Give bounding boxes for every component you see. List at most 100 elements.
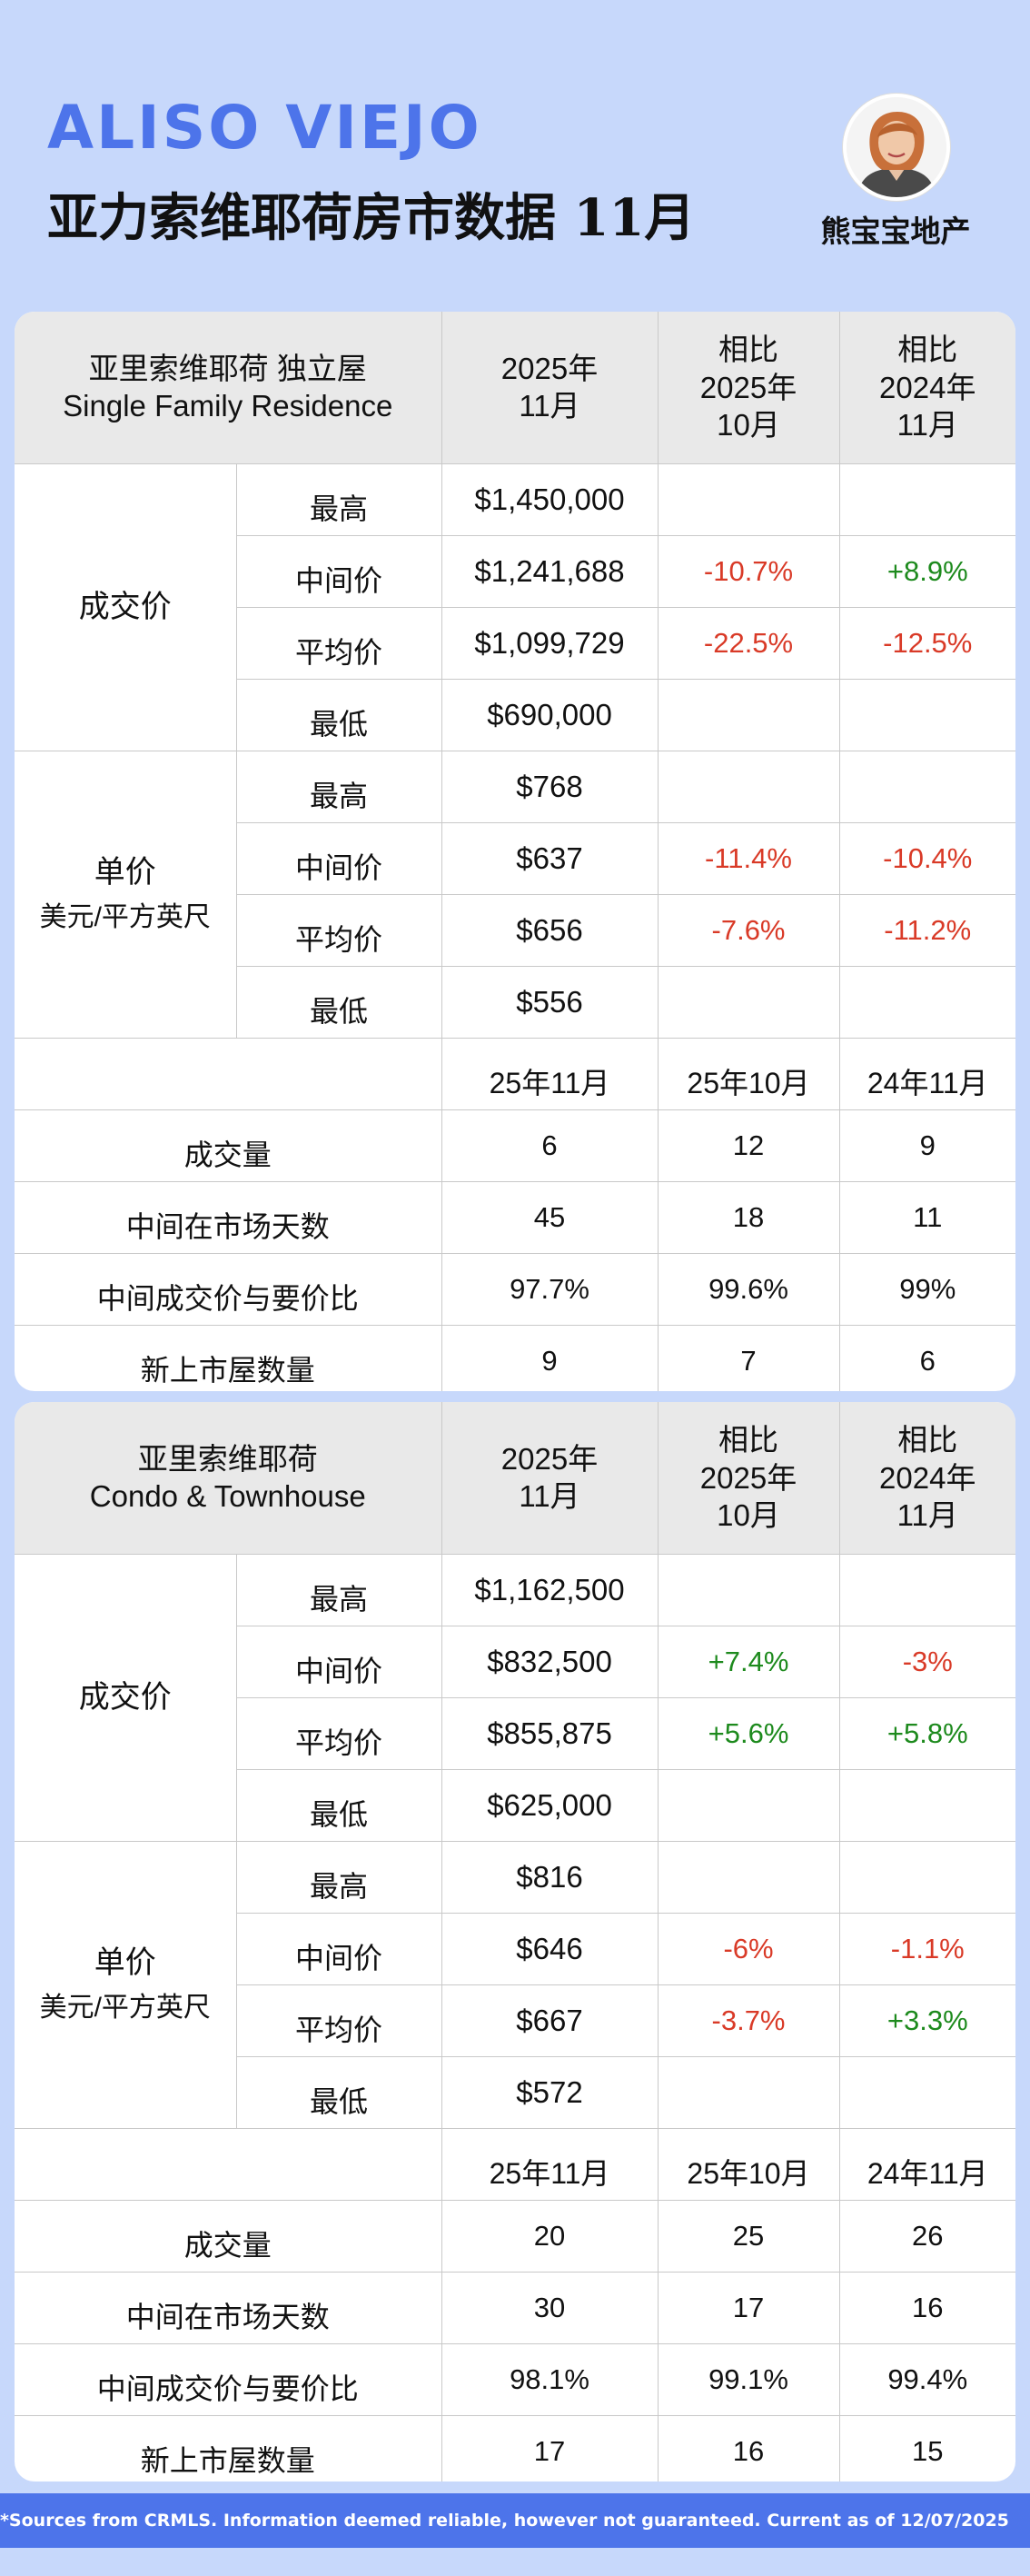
row-label: 中间价 <box>236 822 442 895</box>
value-cell: 99.6% <box>658 1253 840 1326</box>
header-line: 2025年 <box>699 370 797 404</box>
condo-table: 亚里索维耶荷 Condo & Townhouse 2025年 11月 相比 20… <box>15 1402 1015 2482</box>
column-header-mom: 相比 2025年 10月 <box>658 312 840 464</box>
column-header-current: 2025年 11月 <box>441 312 659 464</box>
table-row: 新上市屋数量 17 16 15 <box>15 2415 1015 2482</box>
period-text: 24年11月 <box>867 1066 988 1099</box>
table-row: 成交价 最高 $1,162,500 <box>15 1554 1015 1842</box>
yoy-cell: +5.8% <box>839 1697 1015 1770</box>
mom-cell: -11.4% <box>658 822 840 895</box>
header-line: 10月 <box>717 1497 780 1532</box>
title-line-1: 亚里索维耶荷 <box>137 1442 318 1476</box>
header-line: 相比 <box>718 333 779 367</box>
header-line: 2025年 <box>500 352 599 385</box>
mom-cell: +7.4% <box>658 1626 840 1698</box>
row-label-text: 平均价 <box>295 635 383 669</box>
mom-cell <box>658 2056 840 2129</box>
header-line: 11月 <box>519 389 580 423</box>
yoy-cell <box>839 751 1015 823</box>
period-text: 25年10月 <box>687 1066 810 1099</box>
row-label-text: 最低 <box>310 707 369 741</box>
sale-price-category: 成交价 <box>15 1554 237 1842</box>
yoy-cell <box>839 1769 1015 1842</box>
row-label-text: 平均价 <box>295 2013 383 2046</box>
table-row: 中间价 $1,241,688 -10.7% +8.9% <box>15 535 1015 608</box>
unit-price-unit: 美元/平方英尺 <box>39 902 211 933</box>
stat-label-text: 新上市屋数量 <box>140 2443 315 2477</box>
mom-cell: +5.6% <box>658 1697 840 1770</box>
source-disclaimer: *Sources from CRMLS. Information deemed … <box>0 2493 1030 2548</box>
sfr-table-title: 亚里索维耶荷 独立屋 Single Family Residence <box>15 312 442 464</box>
sfr-table: 亚里索维耶荷 独立屋 Single Family Residence 2025年… <box>15 312 1015 1391</box>
value-cell: 25 <box>658 2200 840 2273</box>
row-label: 最高 <box>236 751 442 823</box>
column-header-yoy: 相比 2024年 11月 <box>839 1402 1015 1555</box>
stat-label-text: 中间在市场天数 <box>125 2300 330 2333</box>
value-cell: 9 <box>441 1325 659 1391</box>
value-cell: $667 <box>441 1984 659 2057</box>
period-header-row: 25年11月 25年10月 24年11月 <box>15 1038 1015 1110</box>
header-line: 10月 <box>717 407 780 442</box>
value-cell: $556 <box>441 966 659 1039</box>
header-line: 11月 <box>896 1497 958 1532</box>
value-cell: 17 <box>658 2272 840 2344</box>
stat-label-text: 中间成交价与要价比 <box>96 1281 359 1315</box>
sale-price-category: 成交价 <box>15 463 237 751</box>
header-line: 2025年 <box>500 1442 599 1476</box>
mom-cell: -10.7% <box>658 535 840 608</box>
unit-price-category: 单价 美元/平方英尺 <box>15 751 237 1039</box>
value-cell: 99.1% <box>658 2343 840 2416</box>
city-title: ALISO VIEJO <box>47 93 482 163</box>
yoy-cell: -12.5% <box>839 607 1015 680</box>
stat-label: 成交量 <box>15 2200 442 2273</box>
period-header: 25年10月 <box>658 2128 840 2201</box>
value-cell: $832,500 <box>441 1626 659 1698</box>
period-header-row: 25年11月 25年10月 24年11月 <box>15 2128 1015 2201</box>
period-header: 25年11月 <box>441 2128 659 2201</box>
row-label-text: 中间价 <box>295 850 383 884</box>
table-row: 中间成交价与要价比 97.7% 99.6% 99% <box>15 1253 1015 1326</box>
yoy-cell: +3.3% <box>839 1984 1015 2057</box>
value-cell: 16 <box>839 2272 1015 2344</box>
condo-table-card: 亚里索维耶荷 Condo & Townhouse 2025年 11月 相比 20… <box>15 1402 1015 2482</box>
yoy-cell: -10.4% <box>839 822 1015 895</box>
table-row: 成交量 20 25 26 <box>15 2200 1015 2273</box>
yoy-cell: -11.2% <box>839 894 1015 967</box>
yoy-cell <box>839 966 1015 1039</box>
unit-price-category: 单价 美元/平方英尺 <box>15 1841 237 2129</box>
value-cell: 97.7% <box>441 1253 659 1326</box>
value-cell: $646 <box>441 1913 659 1985</box>
page-subtitle: 亚力索维耶荷房市数据 11月 <box>47 188 696 248</box>
row-label: 平均价 <box>236 607 442 680</box>
table-row: 最低 $625,000 <box>15 1769 1015 1842</box>
table-row: 单价 美元/平方英尺 最高 $816 <box>15 1841 1015 2129</box>
value-cell: 18 <box>658 1181 840 1254</box>
row-label-text: 平均价 <box>295 922 383 956</box>
value-cell: $1,241,688 <box>441 535 659 608</box>
period-text: 25年11月 <box>489 2156 610 2190</box>
empty-cell <box>15 2128 442 2201</box>
table-row: 平均价 $656 -7.6% -11.2% <box>15 894 1015 967</box>
header-line: 相比 <box>897 1423 958 1457</box>
row-label-text: 最高 <box>310 779 369 812</box>
header-line: 相比 <box>897 333 958 367</box>
stat-label: 中间在市场天数 <box>15 1181 442 1254</box>
row-label-text: 平均价 <box>295 1726 383 1759</box>
value-cell: 16 <box>658 2415 840 2482</box>
value-cell: 98.1% <box>441 2343 659 2416</box>
value-cell: 6 <box>919 1344 936 1377</box>
row-label: 最低 <box>236 679 442 751</box>
stat-label: 中间成交价与要价比 <box>15 1253 442 1326</box>
value-cell: 99% <box>839 1253 1015 1326</box>
sfr-table-card: 亚里索维耶荷 独立屋 Single Family Residence 2025年… <box>15 312 1015 1391</box>
table-row: 平均价 $1,099,729 -22.5% -12.5% <box>15 607 1015 680</box>
unit-price-unit: 美元/平方英尺 <box>39 1993 211 2024</box>
mom-cell: -6% <box>658 1913 840 1985</box>
mom-cell <box>658 966 840 1039</box>
value-cell: 45 <box>441 1181 659 1254</box>
row-label: 中间价 <box>236 1626 442 1698</box>
table-row: 新上市屋数量 9 7 6 <box>15 1325 1015 1391</box>
value-cell: 12 <box>658 1109 840 1182</box>
row-label: 中间价 <box>236 535 442 608</box>
table-row: 中间成交价与要价比 98.1% 99.1% 99.4% <box>15 2343 1015 2416</box>
